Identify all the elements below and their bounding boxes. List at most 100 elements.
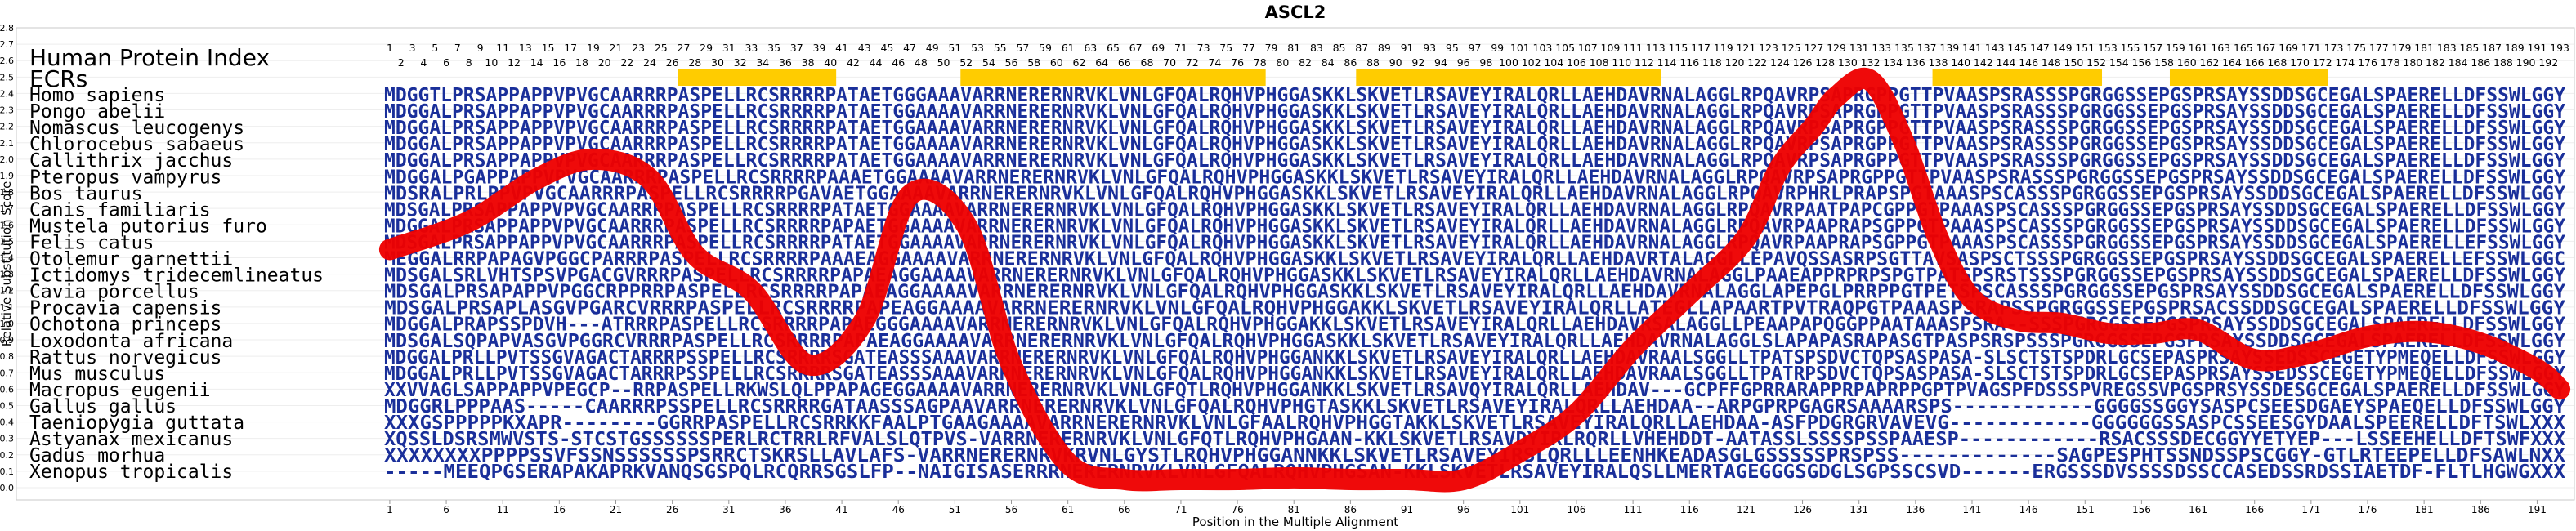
hpi-position-even: 142 <box>1974 56 1993 69</box>
hpi-position-even: 166 <box>2245 56 2265 69</box>
hpi-position-even: 30 <box>711 56 724 69</box>
x-tick-label: 106 <box>1568 504 1586 515</box>
y-tick-label: 2.2 <box>0 122 14 132</box>
x-tick-label: 161 <box>2189 504 2207 515</box>
hpi-position-odd: 193 <box>2550 42 2569 54</box>
hpi-position-even: 124 <box>1770 56 1790 69</box>
species-label: Otolemur garnettii <box>29 249 233 270</box>
hpi-position-even: 16 <box>552 56 566 69</box>
alignment-sequence: MDGGALPRSAPPAPPVPVGCAARRRPASPELLRCSRRRRP… <box>384 134 2565 155</box>
hpi-position-odd: 147 <box>2030 42 2050 54</box>
hpi-position-even: 58 <box>1027 56 1040 69</box>
hpi-position-odd: 175 <box>2346 42 2366 54</box>
hpi-position-odd: 11 <box>496 42 509 54</box>
x-tick-label: 11 <box>497 504 509 515</box>
hpi-position-odd: 1 <box>387 42 393 54</box>
hpi-position-even: 112 <box>1635 56 1654 69</box>
hpi-position-odd: 77 <box>1242 42 1255 54</box>
hpi-position-odd: 119 <box>1714 42 1733 54</box>
x-tick-label: 126 <box>1793 504 1812 515</box>
hpi-position-odd: 127 <box>1804 42 1823 54</box>
hpi-position-odd: 181 <box>2414 42 2434 54</box>
hpi-position-odd: 121 <box>1736 42 1755 54</box>
hpi-position-odd: 5 <box>432 42 438 54</box>
hpi-position-odd: 153 <box>2098 42 2118 54</box>
alignment-sequence: XQSSLDSRSMWVSTS-STCSTGSSSSSSPERLRCTRRLRF… <box>384 429 2565 450</box>
hpi-position-odd: 29 <box>700 42 713 54</box>
hpi-position-odd: 31 <box>722 42 736 54</box>
hpi-position-even: 140 <box>1951 56 1970 69</box>
hpi-position-even: 184 <box>2449 56 2468 69</box>
hpi-position-odd: 33 <box>745 42 758 54</box>
x-tick-label: 116 <box>1680 504 1699 515</box>
y-axis-ticks: 0.0 0.1 0.2 0.3 0.4 0.5 0.6 0.7 0.8 0.9 1.0 1.1 1.2 1… <box>0 23 14 493</box>
alignment-sequences: MDGGTLPRSAPPAPPVPVGCAARRRPASPELLRCSRRRRP… <box>384 85 2565 483</box>
x-tick-label: 91 <box>1401 504 1413 515</box>
hpi-position-even: 80 <box>1276 56 1289 69</box>
hpi-position-odd: 47 <box>903 42 916 54</box>
ecr-bars <box>678 69 2328 86</box>
species-label: Macropus eugenii <box>29 380 211 401</box>
chart-title: ASCL2 <box>1265 2 1326 22</box>
y-tick-label: 0.6 <box>0 384 14 395</box>
hpi-position-even: 28 <box>688 56 701 69</box>
hpi-position-even: 32 <box>734 56 747 69</box>
x-tick-label: 1 <box>387 504 393 515</box>
y-tick-label: 0.4 <box>0 417 14 428</box>
x-tick-label: 131 <box>1849 504 1868 515</box>
hpi-position-odd: 79 <box>1265 42 1278 54</box>
hpi-position-even: 8 <box>466 56 472 69</box>
hpi-position-odd: 167 <box>2256 42 2276 54</box>
hpi-position-odd: 35 <box>767 42 780 54</box>
hpi-position-even: 12 <box>508 56 521 69</box>
hpi-position-even: 154 <box>2109 56 2129 69</box>
hpi-position-even: 116 <box>1679 56 1699 69</box>
hpi-position-even: 176 <box>2358 56 2377 69</box>
species-label: Homo sapiens <box>29 85 165 106</box>
y-tick-label: 1.5 <box>0 236 14 247</box>
y-tick-label: 0.5 <box>0 400 14 411</box>
hpi-position-odd: 141 <box>1962 42 1982 54</box>
hpi-position-even: 96 <box>1457 56 1470 69</box>
species-label: Pongo abelii <box>29 101 165 123</box>
hpi-position-even: 34 <box>756 56 769 69</box>
hpi-position-odd: 151 <box>2075 42 2095 54</box>
hpi-position-odd: 53 <box>971 42 984 54</box>
hpi-position-odd: 185 <box>2460 42 2480 54</box>
x-tick-label: 61 <box>1062 504 1074 515</box>
hpi-position-odd: 97 <box>1469 42 1482 54</box>
hpi-position-odd: 115 <box>1668 42 1688 54</box>
hpi-position-odd: 7 <box>454 42 461 54</box>
hpi-position-even: 20 <box>598 56 611 69</box>
species-label: Ochotona princeps <box>29 315 221 336</box>
x-tick-label: 141 <box>1963 504 1982 515</box>
hpi-position-odd: 57 <box>1016 42 1029 54</box>
hpi-position-even: 24 <box>643 56 656 69</box>
hpi-position-odd: 189 <box>2505 42 2525 54</box>
x-tick-label: 36 <box>779 504 791 515</box>
alignment-sequence: XXXXXXXXPPPPSSVFSSNSSSSSSPSRRCTSKRSLLAVL… <box>384 445 2565 466</box>
hpi-position-odd: 69 <box>1152 42 1165 54</box>
hpi-position-odd: 59 <box>1039 42 1052 54</box>
hpi-position-even: 188 <box>2493 56 2513 69</box>
hpi-position-even: 114 <box>1657 56 1677 69</box>
hpi-position-even: 54 <box>982 56 995 69</box>
hpi-position-even: 48 <box>915 56 928 69</box>
y-tick-label: 2.5 <box>0 72 14 83</box>
hpi-position-even: 86 <box>1344 56 1357 69</box>
hpi-position-odd: 111 <box>1623 42 1643 54</box>
hpi-position-even: 136 <box>1906 56 1925 69</box>
hpi-position-odd: 183 <box>2437 42 2457 54</box>
hpi-position-odd: 139 <box>1939 42 1959 54</box>
hpi-position-odd: 37 <box>790 42 803 54</box>
y-tick-label: 1.8 <box>0 187 14 198</box>
alignment-sequence: MDGGALPGAPPAPPVPVGCAARRRPASPELLRCSRRRRPA… <box>384 167 2565 188</box>
species-label: Callithrix jacchus <box>29 150 233 172</box>
hpi-position-odd: 157 <box>2143 42 2162 54</box>
hpi-position-odd: 41 <box>835 42 848 54</box>
hpi-position-odd: 177 <box>2369 42 2389 54</box>
hpi-position-even: 6 <box>443 56 449 69</box>
hpi-position-even: 162 <box>2199 56 2219 69</box>
hpi-position-odd: 169 <box>2279 42 2298 54</box>
hpi-position-even: 26 <box>666 56 679 69</box>
